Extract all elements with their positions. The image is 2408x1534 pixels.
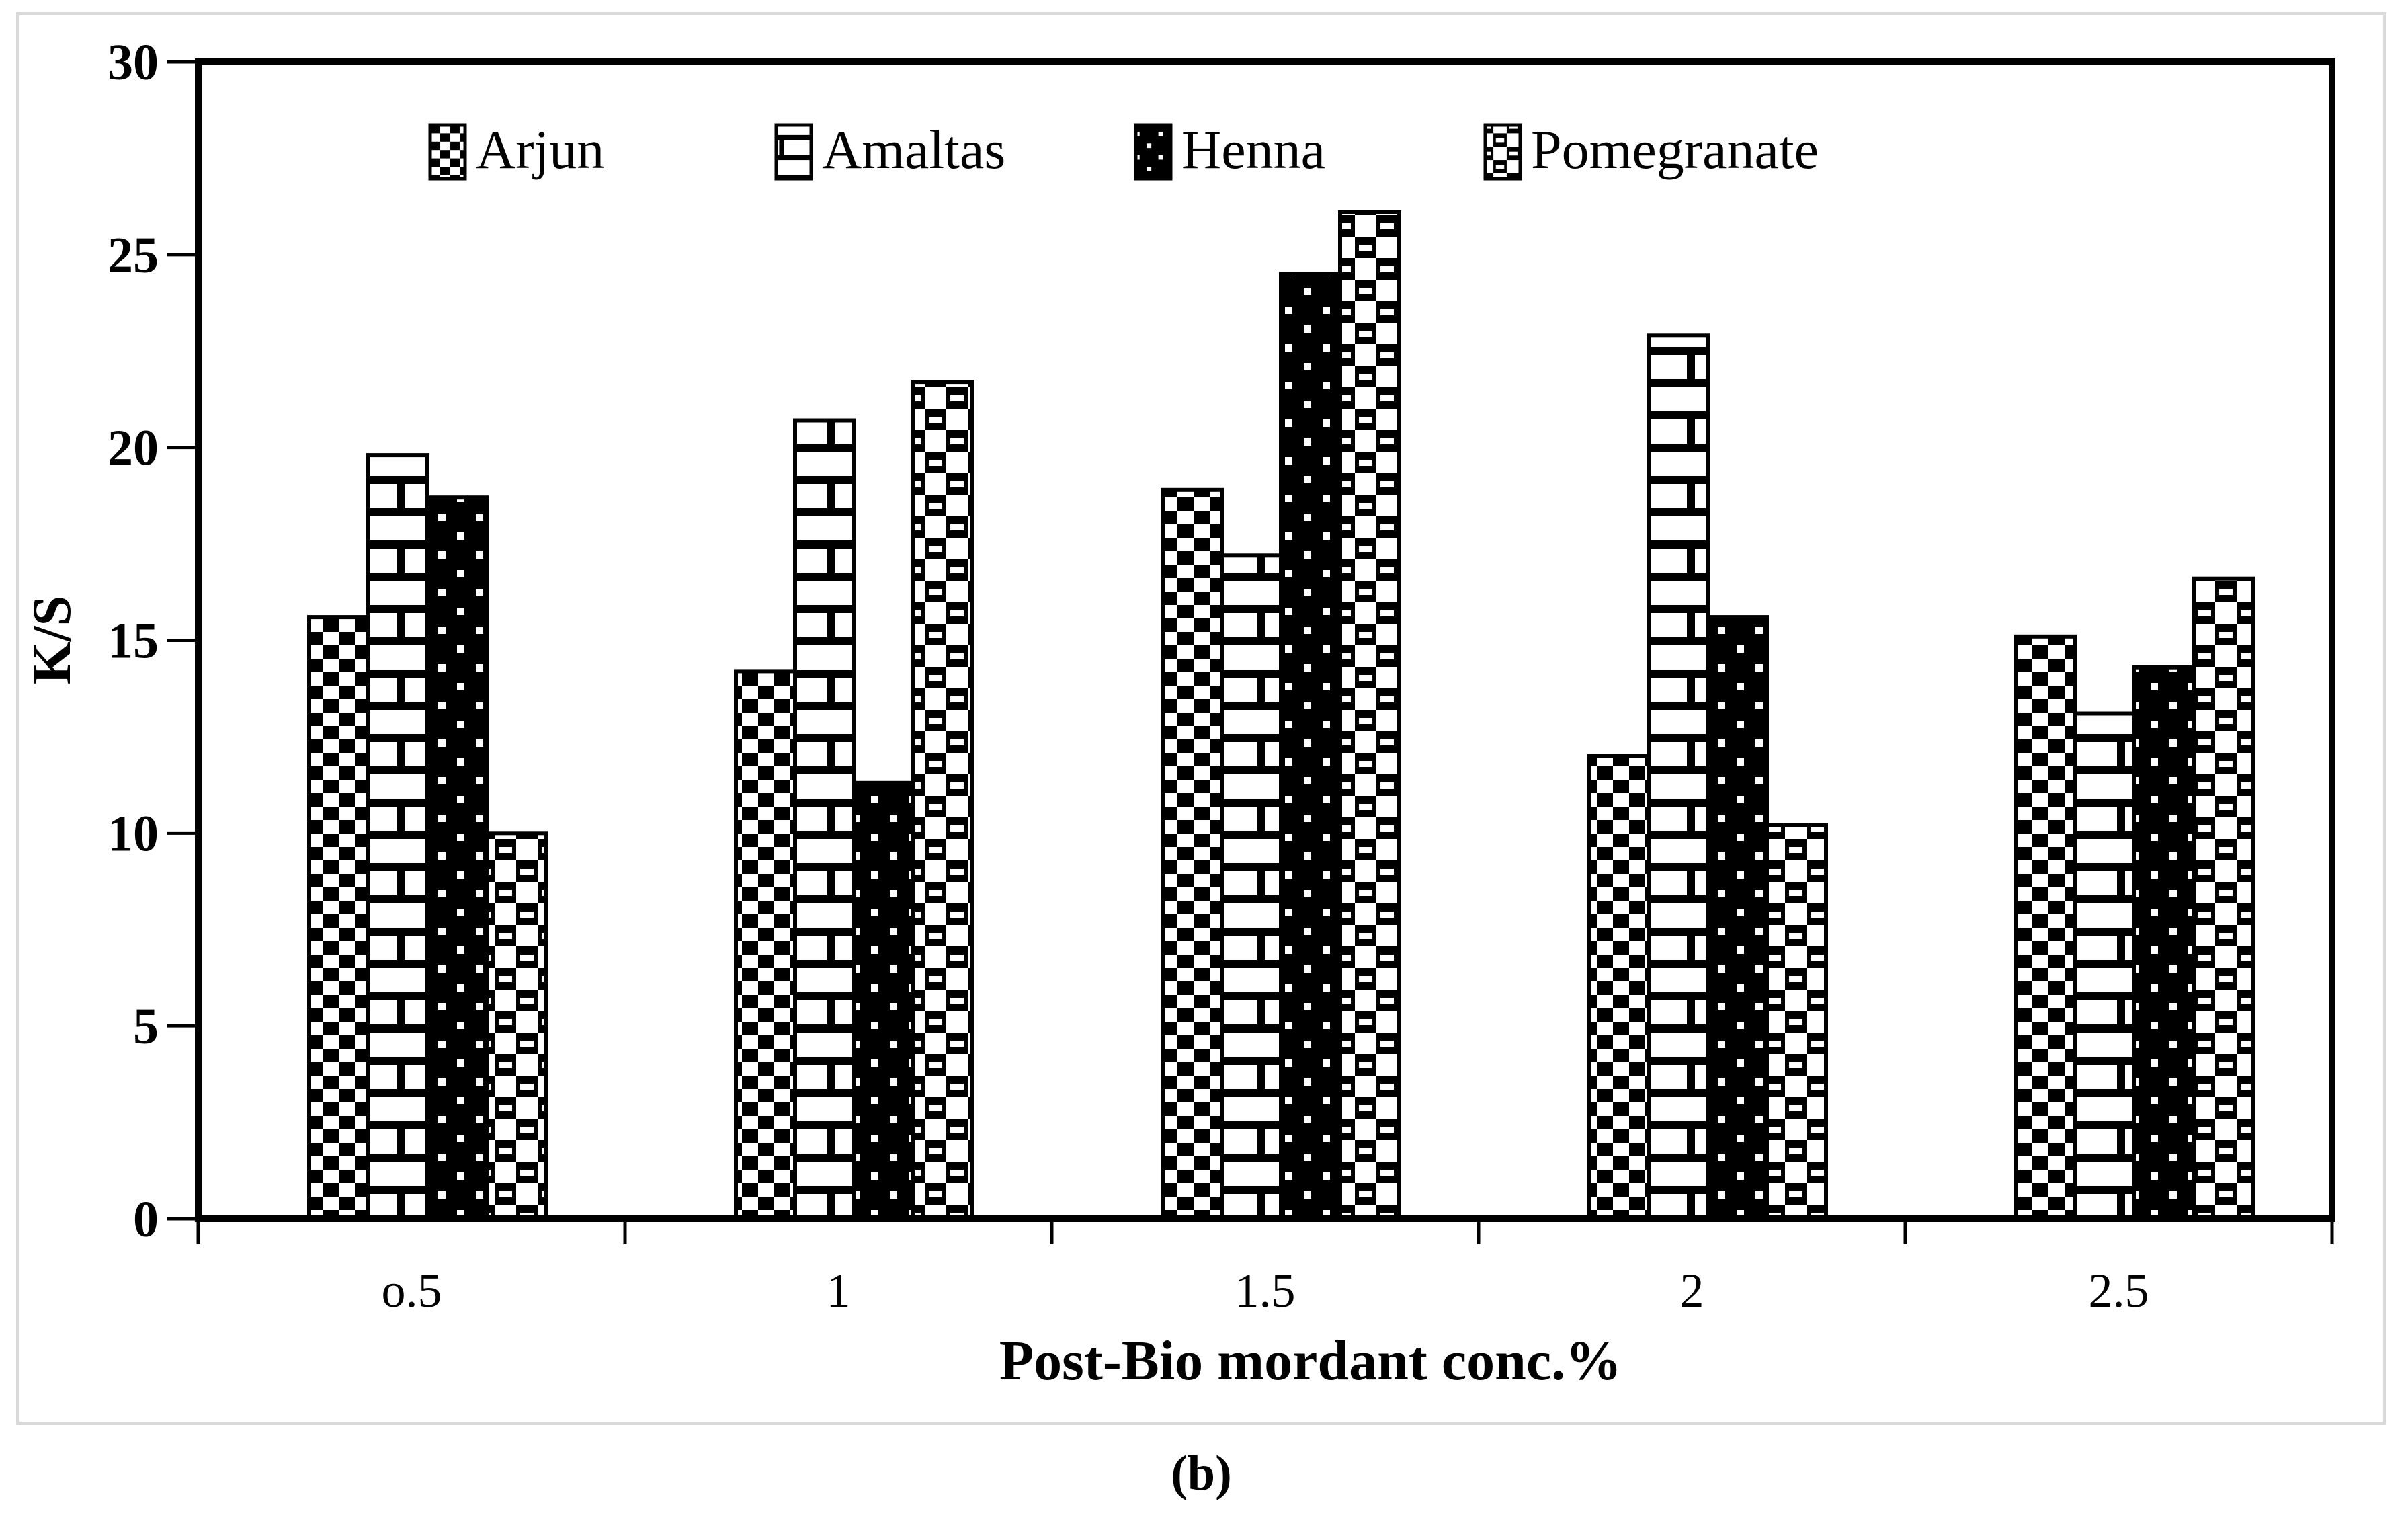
bar-Henna-o.5 <box>425 495 489 1221</box>
y-tick-label: 5 <box>133 998 159 1055</box>
x-tick-label: 1.5 <box>1235 1264 1296 1318</box>
x-axis-title: Post-Bio mordant conc.% <box>999 1330 1622 1392</box>
bar-Pomegranate-1 <box>911 380 974 1221</box>
x-tick-label: 2 <box>1680 1264 1704 1318</box>
bar-Amaltas-1.5 <box>1220 553 1283 1221</box>
bar-Arjun-2.5 <box>2014 634 2077 1221</box>
legend: Arjun Amaltas Henna Pomegranate <box>428 119 1819 181</box>
legend-label: Pomegranate <box>1531 119 1819 180</box>
legend-label: Arjun <box>476 119 604 180</box>
bar-Amaltas-1 <box>793 418 856 1221</box>
bar-Pomegranate-1.5 <box>1338 210 1401 1221</box>
bar-Amaltas-o.5 <box>366 453 429 1221</box>
x-tick-label: 2.5 <box>2089 1264 2149 1318</box>
legend-label: Henna <box>1181 119 1325 180</box>
y-tick-label: 10 <box>108 805 159 862</box>
bar-Henna-1.5 <box>1279 272 1342 1221</box>
bar-Amaltas-2 <box>1647 333 1710 1221</box>
bar-Amaltas-2.5 <box>2073 711 2136 1221</box>
bar-Henna-2 <box>1706 615 1769 1221</box>
bar-Henna-2.5 <box>2132 665 2196 1221</box>
bar-Henna-1 <box>852 780 915 1221</box>
y-tick-label: 25 <box>108 227 159 284</box>
bar-Arjun-2 <box>1587 754 1651 1221</box>
x-tick-label: o.5 <box>382 1264 442 1318</box>
legend-swatch-dotted-black-pattern <box>1134 123 1173 181</box>
x-tick-label: 1 <box>827 1264 851 1318</box>
bar-Pomegranate-o.5 <box>485 831 548 1221</box>
y-tick-label: 30 <box>108 34 159 91</box>
legend-swatch-checker-dot-pattern <box>1483 123 1522 181</box>
y-tick-label: 15 <box>108 613 159 670</box>
legend-swatch-brick-pattern <box>774 123 813 181</box>
bar-Arjun-1.5 <box>1161 487 1224 1221</box>
legend-swatch-checkerboard-pattern <box>428 123 467 181</box>
y-axis-title: K/S <box>21 596 82 684</box>
bar-Arjun-o.5 <box>307 615 370 1221</box>
bar-Arjun-1 <box>734 669 797 1221</box>
y-tick-label: 0 <box>133 1191 159 1248</box>
bar-Pomegranate-2 <box>1765 823 1828 1221</box>
figure-caption: (b) <box>1171 1446 1232 1501</box>
legend-label: Amaltas <box>822 119 1005 180</box>
y-tick-label: 20 <box>108 420 159 477</box>
bar-Pomegranate-2.5 <box>2192 576 2255 1221</box>
